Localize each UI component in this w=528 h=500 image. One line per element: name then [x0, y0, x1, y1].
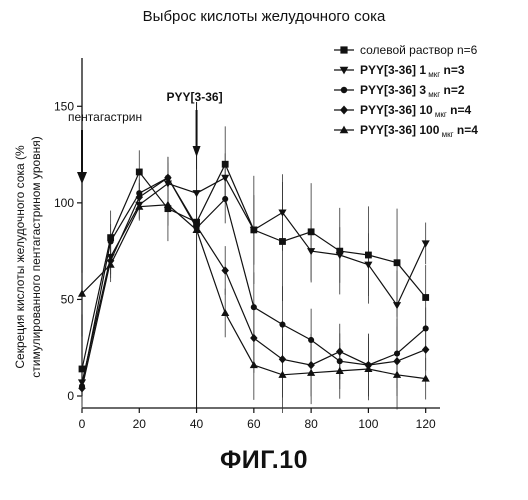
legend-marker — [340, 46, 347, 53]
legend-series-name: PYY[3-36] 10 — [360, 103, 433, 117]
x-tick-label: 40 — [190, 417, 204, 431]
data-point — [250, 361, 258, 368]
data-point — [422, 240, 430, 247]
data-point — [308, 228, 315, 235]
data-point — [422, 294, 429, 301]
annotation-arrowhead — [77, 172, 87, 184]
data-point — [393, 302, 401, 309]
x-tick-label: 20 — [133, 417, 147, 431]
data-point — [136, 169, 143, 176]
x-tick-label: 120 — [416, 417, 436, 431]
data-point — [394, 259, 401, 266]
data-point — [222, 196, 228, 202]
legend-series-name: PYY[3-36] 1 — [360, 63, 426, 77]
data-point — [251, 304, 257, 310]
legend-series-name: PYY[3-36] 3 — [360, 83, 426, 97]
data-point — [279, 355, 286, 364]
legend-label: PYY[3-36] 10 мкг n=4 — [360, 103, 472, 119]
data-point — [221, 175, 229, 182]
data-point — [192, 190, 200, 197]
chart-title: Выброс кислоты желудочного сока — [143, 8, 386, 25]
data-point — [394, 350, 400, 356]
legend-dose-unit: мкг — [426, 90, 440, 99]
data-point — [308, 337, 314, 343]
chart: Выброс кислоты желудочного сока050100150… — [0, 0, 528, 440]
legend-dose-unit: мкг — [439, 130, 453, 139]
legend-label: PYY[3-36] 100 мкг n=4 — [360, 123, 478, 139]
y-axis-label-line2: стимулированного пентагастрином уровня) — [29, 136, 43, 377]
data-point — [393, 357, 400, 366]
data-point — [364, 262, 372, 269]
legend-label: солевой раствор n=6 — [360, 43, 478, 57]
legend-marker — [340, 106, 348, 115]
legend-n: n=2 — [440, 83, 465, 97]
data-point — [365, 252, 372, 259]
legend-n: n=3 — [440, 63, 465, 77]
y-tick-label: 100 — [54, 196, 74, 210]
data-point — [336, 347, 343, 356]
legend-n: n=4 — [447, 103, 472, 117]
data-point — [108, 238, 114, 244]
data-point — [250, 334, 257, 343]
annotation-label: пентагастрин — [68, 110, 142, 124]
legend-series-name: PYY[3-36] 100 — [360, 123, 440, 137]
legend-dose-unit: мкг — [433, 110, 447, 119]
annotation-label: PYY[3-36] — [167, 90, 223, 104]
data-point — [422, 345, 429, 354]
data-point — [279, 321, 285, 327]
legend-label: PYY[3-36] 3 мкг n=2 — [360, 83, 465, 99]
x-tick-label: 100 — [358, 417, 378, 431]
figure-label: ФИГ.10 — [0, 446, 528, 475]
y-axis-label-line1: Секреция кислоты желудочного сока (% — [13, 145, 27, 369]
legend-series-name: солевой раствор n=6 — [360, 43, 478, 57]
data-point — [221, 309, 229, 316]
y-tick-label: 0 — [67, 389, 74, 403]
x-tick-label: 0 — [79, 417, 86, 431]
data-point — [222, 161, 229, 168]
legend-marker — [341, 87, 347, 93]
data-point — [337, 358, 343, 364]
legend-n: n=4 — [454, 123, 479, 137]
legend-dose-unit: мкг — [426, 70, 440, 79]
legend-label: PYY[3-36] 1 мкг n=3 — [360, 63, 465, 79]
data-point — [279, 238, 286, 245]
y-tick-label: 50 — [61, 292, 75, 306]
data-point — [423, 325, 429, 331]
x-tick-label: 60 — [247, 417, 261, 431]
x-tick-label: 80 — [304, 417, 318, 431]
data-point — [307, 361, 314, 370]
